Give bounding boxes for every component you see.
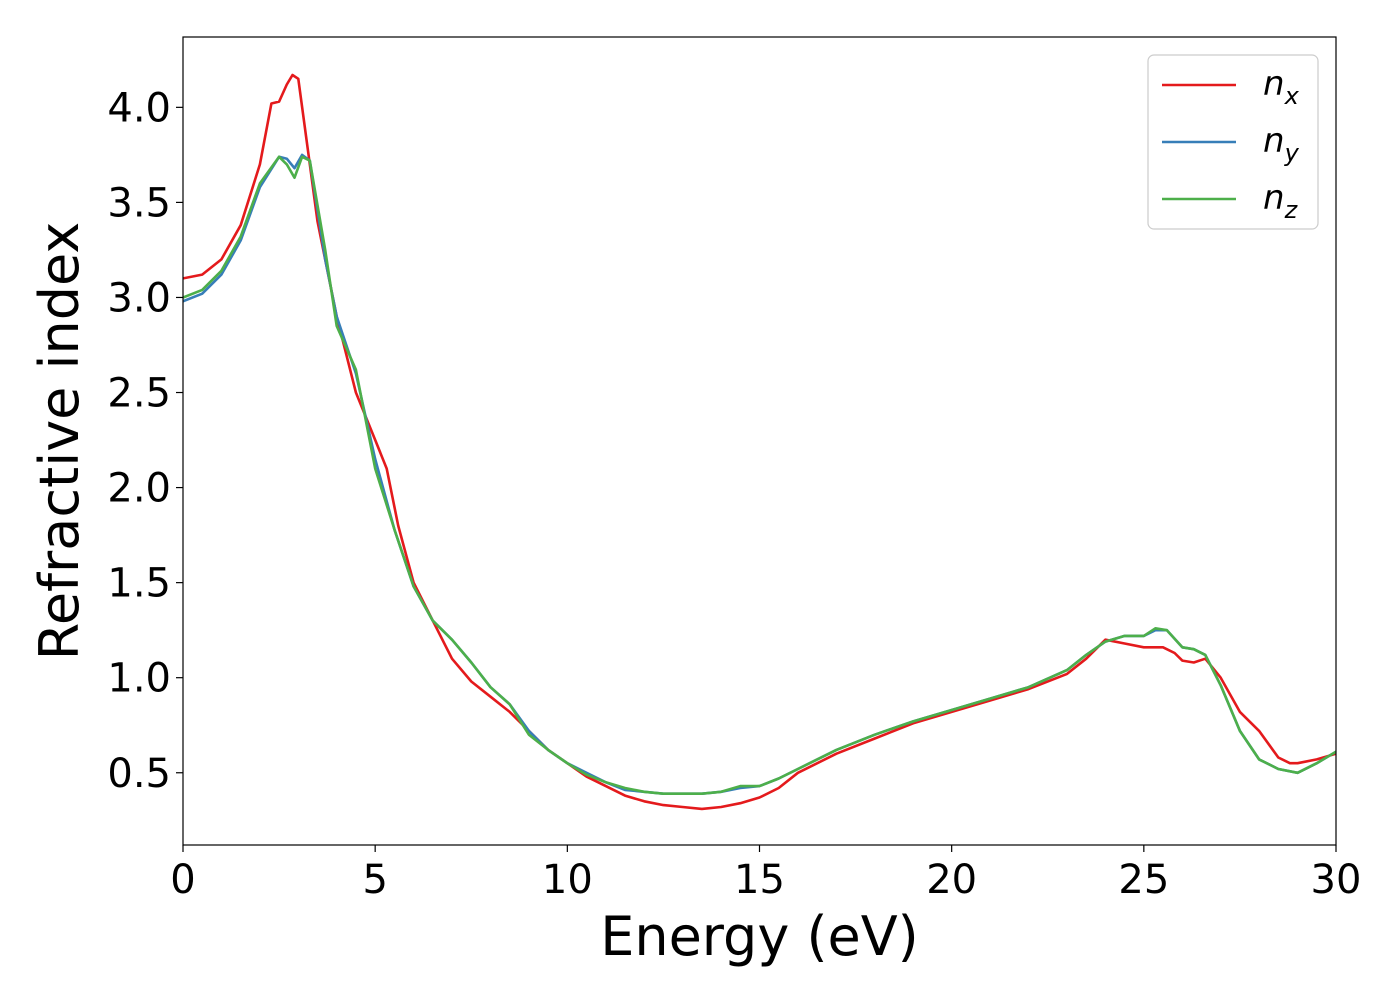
x-axis-label: Energy (eV) (600, 905, 919, 968)
legend: nx ny nz (1147, 54, 1319, 230)
y-tick-label: 3.5 (107, 180, 171, 226)
y-axis-label: Refractive index (28, 222, 91, 661)
y-tick-label: 2.5 (107, 371, 171, 417)
x-tick-label: 15 (734, 857, 785, 903)
x-tick-label: 25 (1118, 857, 1169, 903)
legend-entry-nz: nz (1263, 178, 1299, 224)
series-line-nx (183, 73, 1336, 811)
series-layer (183, 73, 1336, 811)
y-axis-ticks: 0.5 1.0 1.5 2.0 2.5 3.0 3.5 4.0 (107, 85, 183, 797)
x-tick-label: 10 (542, 857, 593, 903)
y-tick-label: 1.0 (107, 656, 171, 702)
y-tick-label: 0.5 (107, 751, 171, 797)
legend-entry-ny: ny (1263, 121, 1300, 167)
series-line-nz (183, 155, 1336, 795)
x-tick-label: 5 (362, 857, 387, 903)
y-tick-label: 2.0 (107, 466, 171, 512)
legend-entry-nx: nx (1263, 64, 1300, 110)
y-tick-label: 4.0 (107, 85, 171, 131)
y-tick-label: 3.0 (107, 275, 171, 321)
x-tick-label: 30 (1311, 857, 1362, 903)
y-tick-label: 1.5 (107, 561, 171, 607)
x-tick-label: 0 (170, 857, 195, 903)
x-tick-label: 20 (926, 857, 977, 903)
x-axis-ticks: 0 5 10 15 20 25 30 (170, 845, 1361, 903)
